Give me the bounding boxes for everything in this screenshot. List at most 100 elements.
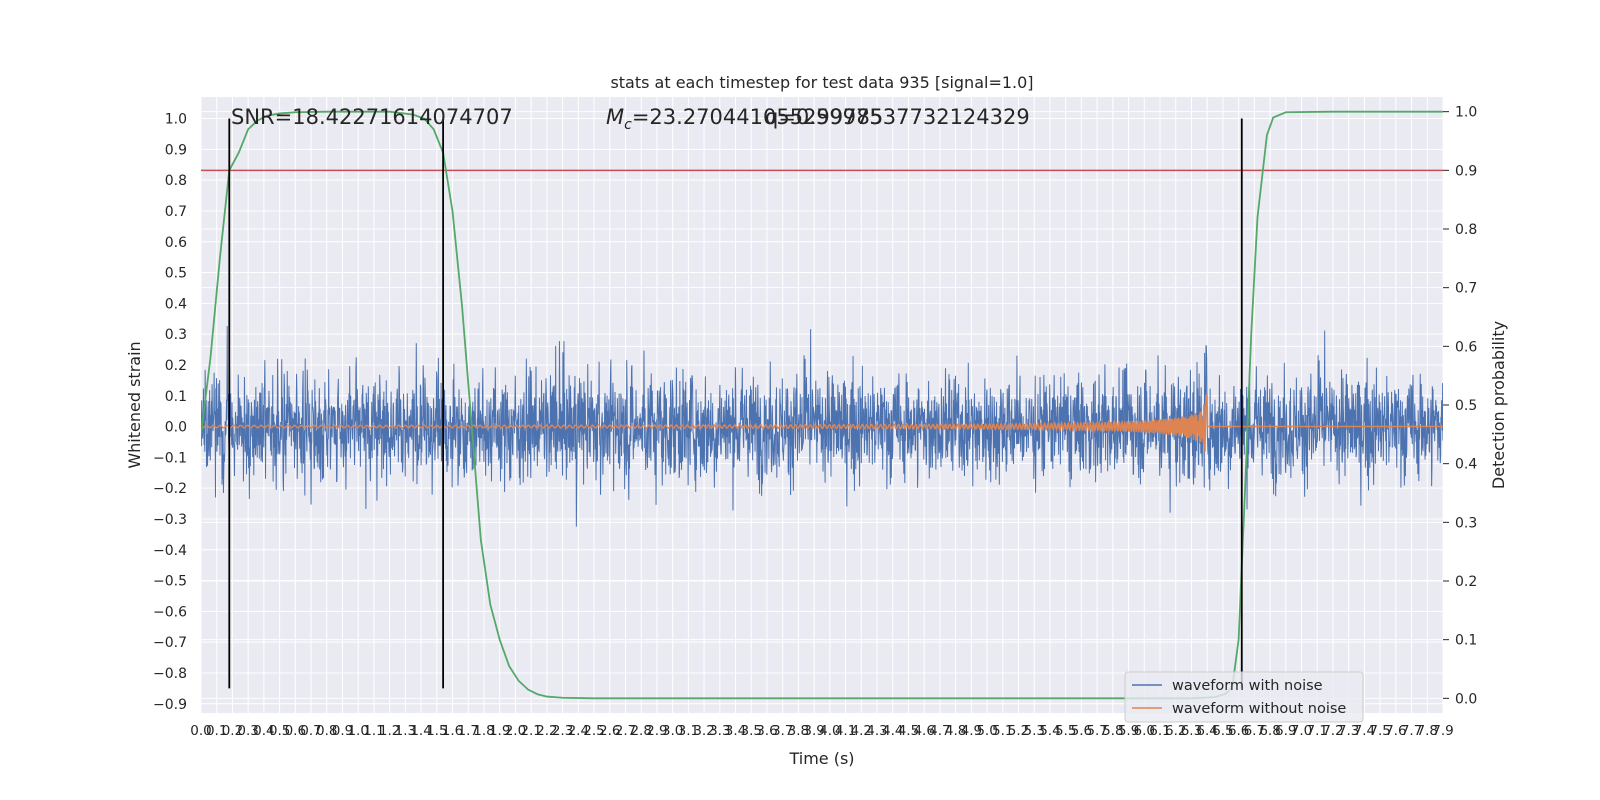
x-tick-label: 4.7 [929, 723, 950, 739]
y2-tick-label: 0.0 [1455, 691, 1477, 707]
x-tick-label: 6.3 [1181, 723, 1202, 739]
x-tick-label: 5.7 [1086, 723, 1107, 739]
x-tick-label: 5.9 [1118, 723, 1139, 739]
chirp-mass-value: =23.270441055299785 [632, 105, 883, 129]
x-tick-label: 7.1 [1306, 723, 1327, 739]
x-tick-label: 6.1 [1149, 723, 1170, 739]
x-tick-label: 1.4 [410, 723, 431, 739]
x-tick-label: 6.2 [1165, 723, 1186, 739]
y-axis-right-ticks: 1.0 0.9 0.8 0.7 0.6 0.5 0.4 0.3 0.2 0.1 0.0 [1443, 105, 1477, 707]
x-tick-label: 5.5 [1055, 723, 1076, 739]
y-tick-label: 0.5 [165, 266, 187, 282]
x-tick-label: 3.4 [725, 723, 746, 739]
chirp-mass-subscript: c [624, 117, 632, 133]
x-tick-label: 2.0 [505, 723, 526, 739]
x-tick-label: 0.5 [269, 723, 290, 739]
x-tick-label: 4.4 [882, 723, 903, 739]
x-tick-label: 1.7 [458, 723, 479, 739]
legend-label-noise: waveform with noise [1172, 678, 1323, 694]
x-tick-label: 1.5 [426, 723, 447, 739]
snr-annotation: SNR=18.42271614074707 [231, 105, 513, 129]
x-tick-label: 5.4 [1039, 723, 1060, 739]
y-tick-label: −0.8 [153, 666, 187, 682]
y-tick-label: 0.1 [165, 389, 187, 405]
x-tick-label: 0.1 [206, 723, 227, 739]
x-tick-label: 3.6 [756, 723, 777, 739]
y-tick-label: −0.2 [153, 481, 187, 497]
mass-ratio-annotation: q=0.5997537732124329 [765, 105, 1030, 129]
y-tick-label: 0.9 [165, 142, 187, 158]
x-tick-label: 2.4 [568, 723, 589, 739]
x-tick-label: 4.0 [819, 723, 840, 739]
x-tick-label: 3.9 [803, 723, 824, 739]
y-tick-label: −0.4 [153, 543, 187, 559]
x-tick-label: 0.4 [253, 723, 274, 739]
x-tick-label: 3.8 [788, 723, 809, 739]
x-tick-label: 3.0 [662, 723, 683, 739]
y-tick-label: 0.3 [165, 327, 187, 343]
x-tick-label: 2.9 [646, 723, 667, 739]
x-tick-label: 0.2 [222, 723, 243, 739]
x-tick-label: 3.3 [709, 723, 730, 739]
x-tick-label: 7.9 [1432, 723, 1453, 739]
x-tick-label: 7.6 [1385, 723, 1406, 739]
x-tick-label: 5.3 [1023, 723, 1044, 739]
x-tick-label: 7.0 [1291, 723, 1312, 739]
x-tick-label: 2.8 [630, 723, 651, 739]
x-tick-label: 5.2 [1008, 723, 1029, 739]
x-tick-label: 0.7 [300, 723, 321, 739]
x-tick-label: 6.8 [1259, 723, 1280, 739]
series-waveform-with-noise [201, 326, 1443, 527]
x-tick-label: 1.2 [379, 723, 400, 739]
y2-tick-label: 0.5 [1455, 398, 1477, 414]
plot-area [201, 110, 1443, 700]
x-tick-label: 6.7 [1244, 723, 1265, 739]
x-tick-label: 7.8 [1417, 723, 1438, 739]
y2-tick-label: 0.9 [1455, 163, 1477, 179]
x-tick-label: 1.9 [489, 723, 510, 739]
x-tick-label: 4.2 [851, 723, 872, 739]
y-tick-label: −0.6 [153, 604, 187, 620]
y-tick-label: 0.8 [165, 173, 187, 189]
y2-tick-label: 0.8 [1455, 222, 1477, 238]
x-tick-label: 1.3 [395, 723, 416, 739]
x-tick-label: 7.5 [1369, 723, 1390, 739]
x-tick-label: 3.5 [741, 723, 762, 739]
legend-label-clean: waveform without noise [1172, 701, 1346, 717]
x-tick-label: 7.4 [1354, 723, 1375, 739]
y-axis-left-ticks: 1.0 0.9 0.8 0.7 0.6 0.5 0.4 0.3 0.2 0.1 0.0 −0.1 −0.… [153, 112, 187, 713]
x-axis-ticks: 0.00.10.20.30.40.50.60.70.80.91.01.11.21… [190, 723, 1453, 739]
x-tick-label: 0.6 [285, 723, 306, 739]
x-tick-label: 1.6 [442, 723, 463, 739]
x-tick-label: 1.0 [347, 723, 368, 739]
x-tick-label: 3.1 [678, 723, 699, 739]
x-tick-label: 2.6 [599, 723, 620, 739]
y-tick-label: −0.5 [153, 574, 187, 590]
y-tick-label: 0.2 [165, 358, 187, 374]
y-tick-label: 0.0 [165, 420, 187, 436]
x-tick-label: 6.4 [1196, 723, 1217, 739]
series-detection-probability [201, 110, 1443, 700]
x-tick-label: 5.6 [1071, 723, 1092, 739]
y2-tick-label: 0.1 [1455, 633, 1477, 649]
y2-tick-label: 0.4 [1455, 457, 1477, 473]
x-tick-label: 0.8 [316, 723, 337, 739]
x-tick-label: 6.9 [1275, 723, 1296, 739]
x-tick-label: 2.3 [552, 723, 573, 739]
x-tick-label: 4.8 [945, 723, 966, 739]
y-tick-label: 1.0 [165, 112, 187, 128]
x-tick-label: 6.0 [1134, 723, 1155, 739]
x-tick-label: 2.1 [520, 723, 541, 739]
x-tick-label: 0.9 [332, 723, 353, 739]
y2-axis-label: Detection probability [1489, 321, 1508, 489]
series-waveform-without-noise [201, 394, 1443, 452]
y-tick-label: −0.3 [153, 512, 187, 528]
x-tick-label: 4.3 [866, 723, 887, 739]
x-tick-label: 3.2 [693, 723, 714, 739]
legend: waveform with noise waveform without noi… [1124, 671, 1364, 723]
y2-tick-label: 0.3 [1455, 515, 1477, 531]
x-tick-label: 7.7 [1401, 723, 1422, 739]
chart-title: stats at each timestep for test data 935… [610, 73, 1033, 92]
x-tick-label: 7.2 [1322, 723, 1343, 739]
